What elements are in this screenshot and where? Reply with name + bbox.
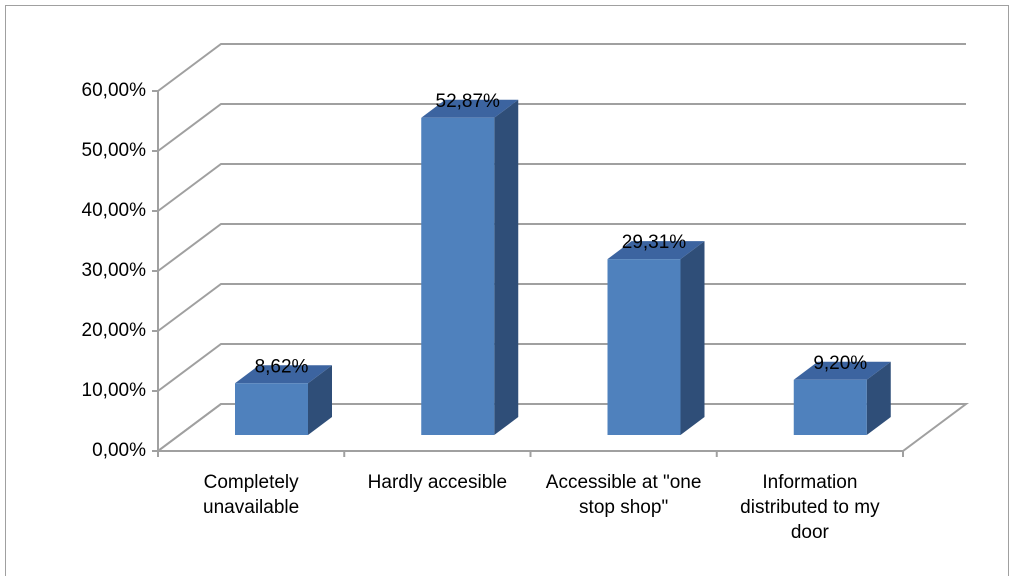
grid-line — [157, 103, 966, 152]
y-tick-label: 60,00% — [82, 80, 147, 101]
bar — [235, 383, 308, 435]
grid-line — [157, 223, 966, 272]
grid-line — [157, 403, 966, 452]
bar-side — [866, 361, 891, 435]
y-tick-label: 10,00% — [82, 380, 147, 401]
bar — [607, 259, 681, 435]
value-label: 52,87% — [436, 91, 501, 112]
y-tick-label: 30,00% — [82, 260, 147, 281]
grid-line — [157, 283, 966, 332]
x-tick-label: Accessible at "one stop shop" — [545, 472, 702, 518]
bar-top — [421, 99, 519, 118]
bar — [421, 117, 495, 435]
bar-side — [680, 241, 705, 435]
bar — [793, 379, 867, 435]
grid-line — [157, 43, 966, 92]
y-tick-label: 40,00% — [82, 200, 147, 221]
y-tick-label: 20,00% — [82, 320, 147, 341]
x-tick-label: Hardly accesible — [367, 472, 508, 493]
y-tick-label: 0,00% — [92, 440, 146, 461]
bar-side — [308, 365, 332, 435]
y-tick-label: 50,00% — [82, 140, 147, 161]
bar-top — [607, 241, 705, 260]
grid-line — [157, 343, 966, 392]
grid-line — [157, 163, 966, 212]
value-label: 8,62% — [255, 356, 309, 377]
bar-top — [235, 365, 332, 384]
value-label: 29,31% — [622, 232, 687, 253]
bar-top — [793, 361, 891, 380]
value-label: 9,20% — [813, 353, 867, 374]
x-tick-label: Information distributed to my door — [740, 472, 880, 543]
x-tick-label: Completely unavailable — [203, 472, 300, 518]
bar-side — [494, 99, 519, 435]
